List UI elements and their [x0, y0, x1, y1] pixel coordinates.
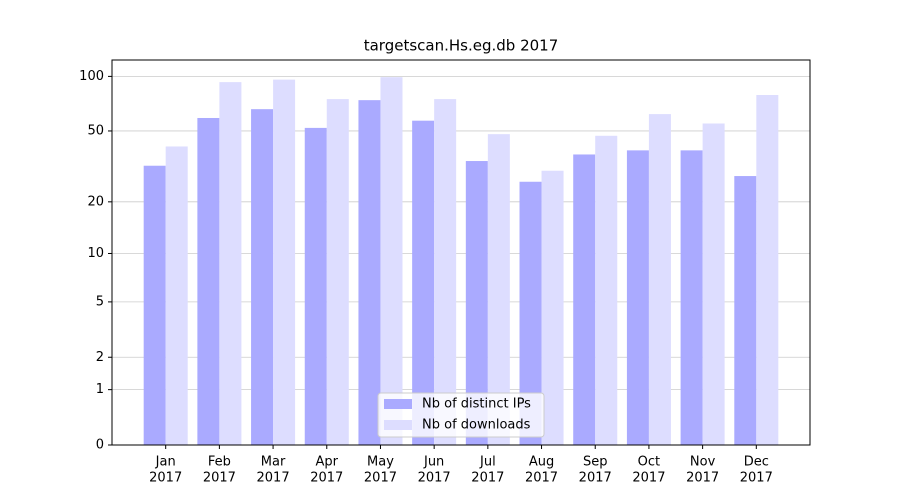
chart-title: targetscan.Hs.eg.db 2017	[364, 37, 559, 55]
bar	[251, 109, 274, 446]
x-tick-label: 2017	[364, 471, 397, 486]
x-tick-label: Jun	[423, 455, 444, 470]
x-tick-label: Jul	[479, 455, 496, 470]
y-tick-label: 1	[96, 382, 104, 397]
bar	[648, 114, 671, 446]
bar	[734, 176, 757, 445]
y-tick-label: 10	[87, 246, 104, 261]
bar	[434, 99, 457, 445]
legend-box	[377, 392, 545, 438]
legend-swatch	[384, 399, 412, 409]
x-tick-label: Dec	[744, 455, 769, 470]
x-tick-label: 2017	[471, 471, 504, 486]
legend-label: Nb of downloads	[422, 418, 531, 433]
x-tick-label: Jan	[155, 455, 176, 470]
bar	[273, 79, 296, 446]
x-tick-label: 2017	[149, 471, 182, 486]
x-tick-label: 2017	[310, 471, 343, 486]
y-tick-label: 5	[96, 294, 104, 309]
bar	[165, 146, 188, 445]
bar	[573, 154, 596, 445]
x-tick-label: Feb	[208, 455, 231, 470]
x-tick-label: 2017	[686, 471, 719, 486]
x-tick-label: Oct	[638, 455, 660, 470]
bar	[304, 127, 327, 445]
bar	[756, 95, 779, 446]
y-tick-label: 100	[79, 69, 104, 84]
bar	[702, 123, 725, 445]
y-tick-label: 20	[87, 194, 104, 209]
bar	[465, 161, 488, 445]
y-tick-label: 2	[96, 350, 104, 365]
bar	[487, 134, 510, 446]
x-tick-label: Apr	[316, 455, 339, 470]
legend-label: Nb of distinct IPs	[422, 397, 531, 412]
legend-swatch	[384, 420, 412, 430]
bar	[541, 170, 564, 445]
bar	[197, 117, 220, 446]
x-tick-label: 2017	[632, 471, 665, 486]
x-tick-label: Nov	[690, 455, 716, 470]
x-tick-label: Mar	[261, 455, 286, 470]
y-tick-label: 50	[87, 123, 104, 138]
x-tick-label: Sep	[583, 455, 608, 470]
x-tick-label: 2017	[525, 471, 558, 486]
bar	[358, 100, 381, 445]
x-tick-label: 2017	[418, 471, 451, 486]
bar	[626, 150, 649, 445]
bar	[412, 120, 435, 445]
bar	[380, 77, 403, 446]
x-tick-label: Aug	[529, 455, 554, 470]
plot-frame	[111, 59, 811, 446]
x-tick-label: 2017	[257, 471, 290, 486]
bar	[326, 99, 349, 445]
bar	[519, 181, 542, 445]
x-tick-label: 2017	[203, 471, 236, 486]
bar	[680, 150, 703, 445]
bar	[595, 135, 618, 445]
x-tick-label: May	[367, 455, 394, 470]
x-tick-label: 2017	[579, 471, 612, 486]
y-tick-label: 0	[96, 438, 104, 453]
bar	[219, 82, 242, 445]
x-tick-label: 2017	[740, 471, 773, 486]
bar	[143, 165, 166, 445]
